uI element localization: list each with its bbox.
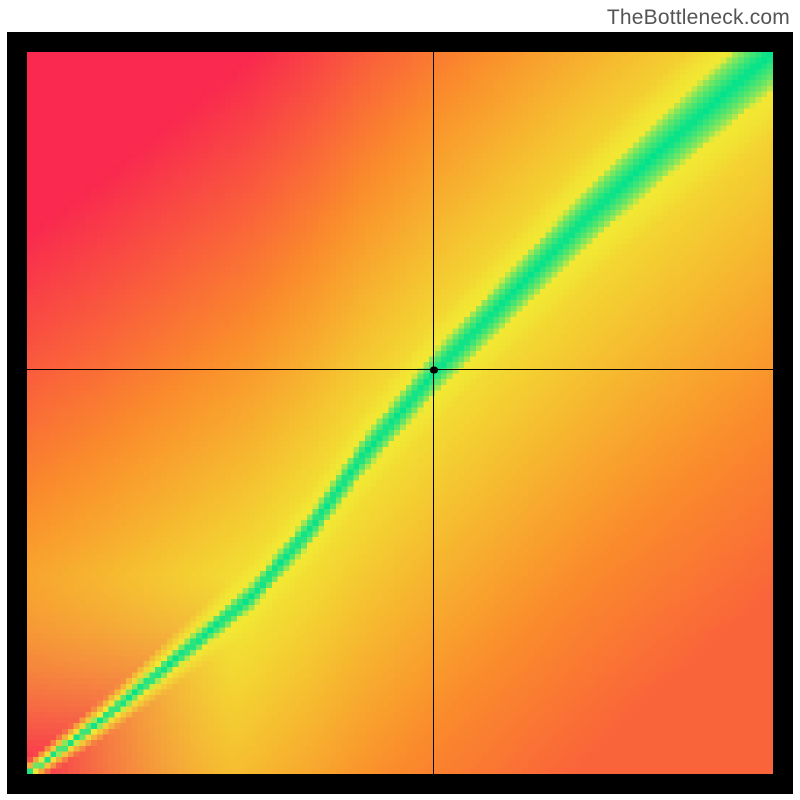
crosshair-vertical <box>433 52 434 774</box>
watermark-text: TheBottleneck.com <box>607 6 790 30</box>
crosshair-horizontal <box>27 369 773 370</box>
bottleneck-heatmap <box>27 52 773 774</box>
plot-frame <box>7 32 793 794</box>
